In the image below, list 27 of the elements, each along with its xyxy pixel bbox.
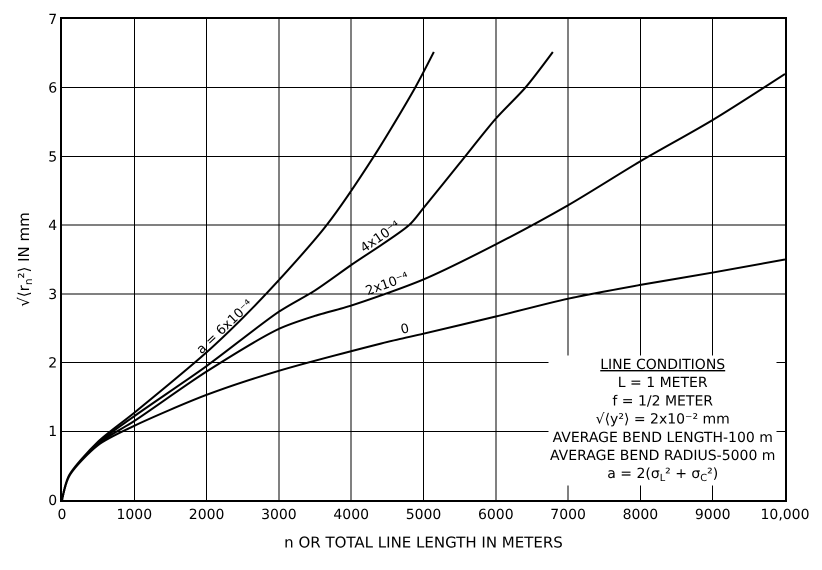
annotation: f = 1/2 METER <box>612 393 714 410</box>
annotation: a = 2(σ$_{L}$² + σ$_{C}$²) <box>607 466 718 484</box>
annotation: AVERAGE BEND LENGTH-100 m <box>552 430 773 446</box>
y-tick-label: 2 <box>48 355 58 372</box>
annotation: √⟨y²⟩ = 2x10⁻² mm <box>596 412 730 428</box>
x-tick-label: 7000 <box>550 506 586 523</box>
y-tick-label: 6 <box>48 80 58 97</box>
y-tick-label: 0 <box>48 492 58 509</box>
x-tick-label: 10,000 <box>760 506 810 523</box>
x-tick-label: 5000 <box>406 506 442 523</box>
y-tick-label: 7 <box>48 12 58 28</box>
y-tick-label: 3 <box>48 286 58 303</box>
annotation: LINE CONDITIONS <box>600 357 726 373</box>
x-tick-label: 4000 <box>333 506 370 523</box>
y-tick-label: 1 <box>48 424 58 440</box>
y-tick-label: 4 <box>48 218 58 234</box>
x-axis-title: n OR TOTAL LINE LENGTH IN METERS <box>284 533 563 552</box>
x-tick-label: 3000 <box>261 506 297 523</box>
x-tick-label: 1000 <box>116 506 152 523</box>
x-tick-label: 9000 <box>694 506 731 523</box>
annotation: L = 1 METER <box>618 375 708 392</box>
x-tick-label: 6000 <box>478 506 514 523</box>
x-tick-label: 2000 <box>188 506 224 523</box>
annotation: AVERAGE BEND RADIUS-5000 m <box>550 448 776 464</box>
text: 0 <box>399 321 411 338</box>
y-tick-label: 5 <box>48 149 58 166</box>
x-tick-label: 8000 <box>622 506 658 523</box>
